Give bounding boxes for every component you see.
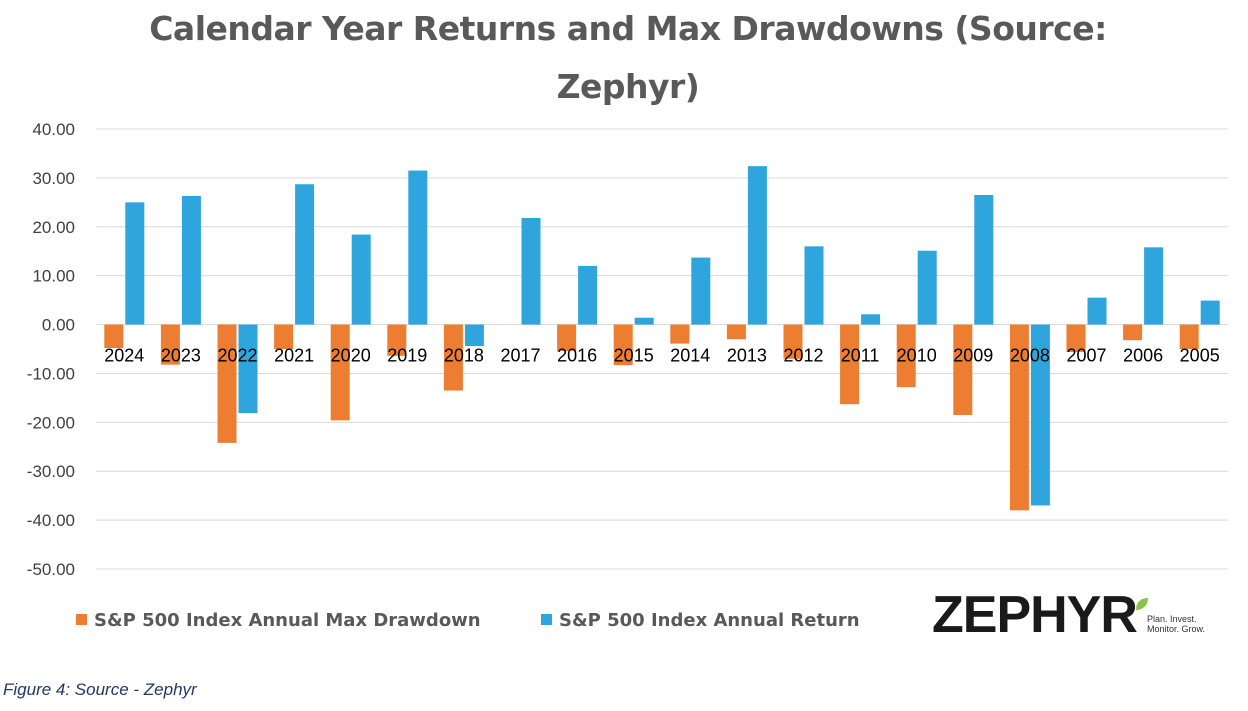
x-tick-label-2016: 2016 bbox=[557, 346, 597, 366]
x-tick-label-2024: 2024 bbox=[104, 346, 144, 366]
legend-label-drawdown: S&P 500 Index Annual Max Drawdown bbox=[94, 610, 481, 631]
return-bar-2009 bbox=[974, 195, 994, 325]
y-tick-label: 20.00 bbox=[32, 218, 75, 237]
return-bar-2024 bbox=[125, 202, 145, 325]
legend-swatch-return bbox=[541, 614, 552, 625]
drawdown-bar-2008 bbox=[1009, 324, 1029, 511]
x-tick-label-2010: 2010 bbox=[897, 346, 937, 366]
leaf-shape bbox=[1136, 598, 1148, 610]
x-tick-label-2005: 2005 bbox=[1180, 346, 1220, 366]
logo-tagline-line-1: Plan. Invest. bbox=[1147, 614, 1197, 624]
legend-label-return: S&P 500 Index Annual Return bbox=[559, 610, 860, 631]
return-bar-2012 bbox=[804, 246, 824, 325]
return-bar-2010 bbox=[917, 250, 937, 325]
return-bar-2014 bbox=[691, 257, 711, 325]
x-tick-label-2017: 2017 bbox=[500, 346, 540, 366]
legend: S&P 500 Index Annual Max Drawdown S&P 500… bbox=[76, 610, 860, 631]
x-tick-label-2006: 2006 bbox=[1123, 346, 1163, 366]
logo-tagline-line-2: Monitor. Grow. bbox=[1147, 624, 1206, 634]
drawdown-bar-2011 bbox=[840, 324, 860, 405]
drawdown-bar-2018 bbox=[443, 324, 463, 391]
return-bar-2018 bbox=[464, 324, 484, 347]
y-tick-label: 0.00 bbox=[42, 316, 75, 335]
x-tick-label-2009: 2009 bbox=[953, 346, 993, 366]
chart-title: Calendar Year Returns and Max Drawdowns … bbox=[0, 0, 1248, 116]
x-tick-label-2023: 2023 bbox=[161, 346, 201, 366]
y-axis: 40.00 30.00 20.00 10.00 0.00 -10.00 -20.00 -30.… bbox=[27, 120, 75, 579]
x-tick-label-2020: 2020 bbox=[331, 346, 371, 366]
y-tick-label: -30.00 bbox=[27, 462, 75, 481]
return-bar-2022 bbox=[238, 324, 258, 414]
return-bar-2006 bbox=[1144, 247, 1164, 325]
return-bar-2020 bbox=[351, 234, 371, 325]
logo-tagline: Plan. Invest. Monitor. Grow. bbox=[1147, 614, 1227, 634]
x-tick-label-2022: 2022 bbox=[217, 346, 257, 366]
x-tick-label-2014: 2014 bbox=[670, 346, 710, 366]
chart-title-line-1: Calendar Year Returns and Max Drawdowns … bbox=[149, 9, 1107, 48]
drawdown-bar-2015 bbox=[613, 324, 633, 366]
x-tick-label-2015: 2015 bbox=[614, 346, 654, 366]
y-tick-label: -50.00 bbox=[27, 560, 75, 579]
drawdown-bar-2019 bbox=[387, 324, 407, 356]
return-bar-2013 bbox=[747, 166, 767, 325]
bar-chart: 40.00 30.00 20.00 10.00 0.00 -10.00 -20.00 -30.… bbox=[27, 120, 1228, 631]
return-bar-2017 bbox=[521, 217, 541, 325]
return-bar-2023 bbox=[181, 195, 201, 325]
return-bar-2005 bbox=[1200, 300, 1220, 325]
drawdown-bar-2005 bbox=[1179, 324, 1199, 349]
drawdown-bar-2020 bbox=[330, 324, 350, 421]
logo-wordmark: ZEPHYR bbox=[932, 586, 1138, 644]
figure-caption: Figure 4: Source - Zephyr bbox=[3, 680, 197, 699]
leaf-icon bbox=[1136, 598, 1148, 610]
x-tick-label-2019: 2019 bbox=[387, 346, 427, 366]
drawdown-bar-2009 bbox=[953, 324, 973, 415]
x-tick-label-2012: 2012 bbox=[783, 346, 823, 366]
y-tick-label: 30.00 bbox=[32, 169, 75, 188]
y-tick-label: 40.00 bbox=[32, 120, 75, 139]
drawdown-bar-2014 bbox=[670, 324, 690, 344]
return-bar-2019 bbox=[408, 170, 428, 325]
chart-title-line-2: Zephyr) bbox=[556, 67, 700, 106]
drawdown-bar-2010 bbox=[896, 324, 916, 388]
drawdown-bar-2024 bbox=[104, 324, 124, 349]
x-tick-label-2021: 2021 bbox=[274, 346, 314, 366]
drawdown-bar-2022 bbox=[217, 324, 237, 443]
y-tick-label: -40.00 bbox=[27, 511, 75, 530]
gridlines bbox=[96, 128, 1228, 570]
return-bar-2021 bbox=[295, 184, 315, 325]
drawdown-bar-2012 bbox=[783, 324, 803, 359]
drawdown-bar-2023 bbox=[160, 324, 180, 365]
y-tick-label: 10.00 bbox=[32, 267, 75, 286]
drawdown-bar-2013 bbox=[726, 324, 746, 340]
x-tick-label-2018: 2018 bbox=[444, 346, 484, 366]
y-tick-label: -20.00 bbox=[27, 413, 75, 432]
return-bar-2016 bbox=[578, 265, 598, 325]
bars bbox=[104, 166, 1220, 511]
return-bar-2008 bbox=[1030, 324, 1050, 506]
drawdown-bar-2021 bbox=[274, 324, 294, 349]
x-tick-label-2008: 2008 bbox=[1010, 346, 1050, 366]
drawdown-bar-2007 bbox=[1066, 324, 1086, 352]
legend-swatch-drawdown bbox=[76, 614, 87, 625]
return-bar-2007 bbox=[1087, 297, 1107, 325]
x-tick-label-2013: 2013 bbox=[727, 346, 767, 366]
x-tick-label-2007: 2007 bbox=[1066, 346, 1106, 366]
x-axis: 2024 2023 2022 2021 2020 2019 2018 2017 2016 2015… bbox=[104, 346, 1219, 366]
return-bar-2011 bbox=[861, 314, 881, 325]
return-bar-2015 bbox=[634, 317, 654, 325]
x-tick-label-2011: 2011 bbox=[841, 346, 880, 366]
drawdown-bar-2006 bbox=[1123, 324, 1143, 341]
drawdown-bar-2016 bbox=[557, 324, 577, 351]
y-tick-label: -10.00 bbox=[27, 364, 75, 383]
